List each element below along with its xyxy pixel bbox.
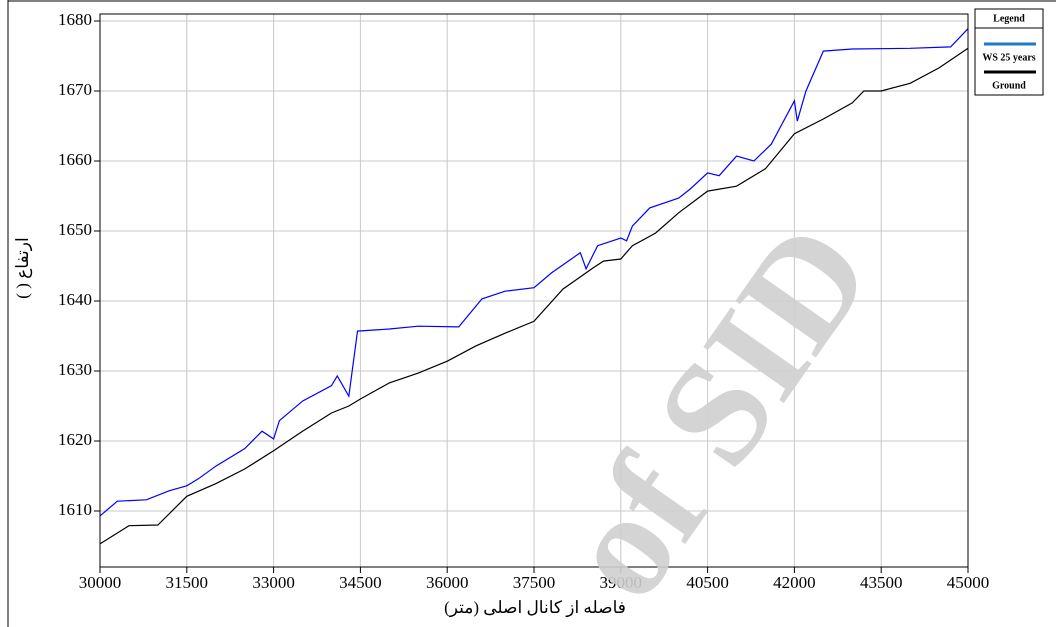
x-tick-label: 45000 — [947, 573, 990, 592]
x-tick-label: 31500 — [166, 573, 209, 592]
plot-border — [99, 13, 969, 568]
x-axis-label: فاصله از کانال اصلی (متر) — [444, 598, 626, 618]
y-tick-label: 1630 — [58, 360, 92, 379]
legend: WS 25 years Ground — [982, 42, 1036, 91]
y-tick-label: 1650 — [58, 220, 92, 239]
x-tick-label: 39000 — [600, 573, 643, 592]
x-tick-label: 37500 — [513, 573, 556, 592]
grid: 1610 1620 1630 1640 1650 1660 1670 1680 30000 315… — [58, 10, 989, 592]
x-tick-label: 34500 — [339, 573, 382, 592]
x-tick-label: 33000 — [252, 573, 295, 592]
y-tick-label: 1680 — [58, 10, 92, 29]
series — [99, 28, 969, 545]
legend-title: Legend — [993, 13, 1025, 24]
x-tick-label: 30000 — [79, 573, 122, 592]
legend-label: WS 25 years — [982, 52, 1035, 63]
x-tick-label: 42000 — [773, 573, 816, 592]
y-tick-label: 1640 — [58, 290, 92, 309]
y-tick-label: 1670 — [58, 80, 92, 99]
series-line — [99, 28, 969, 517]
y-tick-label: 1620 — [58, 430, 92, 449]
legend-label: Ground — [992, 80, 1026, 91]
y-tick-label: 1660 — [58, 150, 92, 169]
y-tick-label: 1610 — [58, 500, 92, 519]
legend-box — [974, 8, 1044, 96]
x-tick-label: 43500 — [860, 573, 903, 592]
x-tick-label: 36000 — [426, 573, 469, 592]
x-tick-label: 40500 — [686, 573, 729, 592]
y-axis-label: ارتفاع ( ) — [13, 237, 33, 298]
series-line — [99, 47, 969, 545]
